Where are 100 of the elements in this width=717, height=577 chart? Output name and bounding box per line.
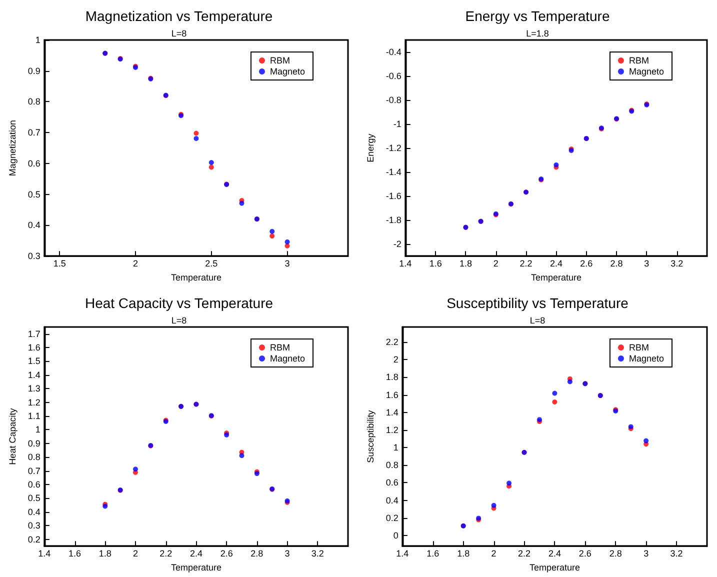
y-tick-label: 0.2 xyxy=(386,512,398,523)
y-tick-label: -1.8 xyxy=(386,215,402,226)
chart-subtitle: L=1.8 xyxy=(526,28,549,38)
x-tick-label: 1.5 xyxy=(53,258,66,269)
y-tick-label: 1.5 xyxy=(28,356,40,366)
y-tick-label: 1.4 xyxy=(386,407,398,418)
legend-label: Magneto xyxy=(270,66,306,76)
y-tick-label: 1.1 xyxy=(28,411,40,422)
y-tick-label: -1 xyxy=(393,119,402,130)
x-axis-title: Temperature xyxy=(170,272,222,282)
y-tick-label: 1.3 xyxy=(28,384,40,394)
y-tick-label: 0.8 xyxy=(28,96,40,107)
x-tick-label: 3 xyxy=(644,548,649,559)
x-tick-label: 2.6 xyxy=(580,258,593,269)
y-tick-label: 0.5 xyxy=(28,493,40,504)
legend-label: RBM xyxy=(270,56,290,66)
y-tick-label: -1.2 xyxy=(386,143,402,154)
chart-title: Energy vs Temperature xyxy=(465,8,610,24)
y-tick-label: -0.6 xyxy=(386,71,402,82)
x-tick-label: 3 xyxy=(284,258,290,269)
y-tick-label: 1 xyxy=(35,424,40,435)
x-tick-label: 2.5 xyxy=(205,258,218,269)
y-tick-label: 1 xyxy=(35,35,40,45)
x-tick-label: 2.4 xyxy=(548,548,561,559)
x-tick-label: 2 xyxy=(132,548,138,559)
x-tick-label: 1.8 xyxy=(457,548,470,559)
chart-subtitle: L=8 xyxy=(171,316,187,326)
y-tick-label: 1.6 xyxy=(386,390,398,400)
x-tick-label: 2 xyxy=(493,258,498,269)
y-tick-label: 0.3 xyxy=(28,251,40,262)
y-tick-label: -1.6 xyxy=(386,191,402,202)
legend-label: Magneto xyxy=(270,354,306,364)
y-tick-label: 1.2 xyxy=(386,424,398,435)
legend-label: RBM xyxy=(270,342,290,352)
y-tick-label: 1.6 xyxy=(28,342,40,353)
y-tick-label: 0.9 xyxy=(28,438,40,448)
x-tick-label: 3.2 xyxy=(670,548,683,559)
x-tick-label: 3.2 xyxy=(311,548,324,559)
chart-subtitle: L=8 xyxy=(171,28,187,38)
x-axis-title: Temperature xyxy=(170,562,222,572)
y-tick-label: 2.2 xyxy=(386,336,398,347)
x-axis-title: Temperature xyxy=(530,272,582,282)
x-tick-label: 1.8 xyxy=(459,258,472,269)
y-tick-label: 0.6 xyxy=(386,478,398,488)
y-axis-title: Energy xyxy=(366,133,376,162)
x-tick-label: 2.2 xyxy=(518,548,531,559)
x-tick-label: 2.6 xyxy=(578,548,592,559)
y-tick-label: 0.4 xyxy=(386,495,398,506)
y-tick-label: 1 xyxy=(393,442,398,453)
y-tick-label: 0.5 xyxy=(28,189,40,200)
y-axis-title: Magnetization xyxy=(8,120,18,176)
x-tick-label: 3 xyxy=(284,548,290,559)
chart-title: Heat Capacity vs Temperature xyxy=(84,295,274,311)
x-tick-label: 2.2 xyxy=(160,548,172,559)
y-tick-label: 1.2 xyxy=(28,397,40,408)
y-tick-label: -2 xyxy=(393,239,402,250)
y-tick-label: 1.4 xyxy=(28,370,40,380)
y-tick-label: 0.8 xyxy=(386,460,398,470)
y-tick-label: 1.8 xyxy=(386,372,398,382)
chart-title: Susceptibility vs Temperature xyxy=(446,295,629,311)
x-tick-label: 1.6 xyxy=(68,548,82,559)
x-tick-label: 2 xyxy=(491,548,496,559)
y-tick-label: 0.7 xyxy=(28,128,40,138)
x-axis-title: Temperature xyxy=(529,562,580,572)
x-tick-label: 2.2 xyxy=(520,258,532,269)
x-tick-label: 2.6 xyxy=(220,548,233,559)
y-tick-label: 0 xyxy=(393,530,398,541)
chart-subtitle: L=8 xyxy=(530,316,546,326)
legend-label: RBM xyxy=(628,342,649,352)
x-tick-label: 2.4 xyxy=(190,548,202,559)
y-tick-label: 0.7 xyxy=(28,466,40,476)
y-tick-label: 2 xyxy=(393,354,398,365)
legend-label: Magneto xyxy=(628,66,664,76)
x-tick-label: 1.6 xyxy=(426,548,440,559)
y-tick-label: -1.4 xyxy=(386,167,402,178)
y-tick-label: 0.6 xyxy=(28,479,40,490)
y-axis-title: Susceptibility xyxy=(366,410,376,463)
x-tick-label: 2.8 xyxy=(609,548,622,559)
y-tick-label: 0.8 xyxy=(28,452,40,462)
legend-label: Magneto xyxy=(628,354,664,364)
y-tick-label: 0.6 xyxy=(28,158,40,168)
x-tick-label: 1.6 xyxy=(429,258,442,269)
legend-label: RBM xyxy=(628,56,649,66)
x-tick-label: 3.2 xyxy=(670,258,684,269)
y-tick-label: 0.4 xyxy=(28,506,40,517)
y-tick-label: 0.2 xyxy=(28,534,40,544)
y-tick-label: -0.8 xyxy=(386,95,402,106)
y-tick-label: 0.3 xyxy=(28,520,40,531)
x-tick-label: 2.8 xyxy=(250,548,264,559)
chart-title: Magnetization vs Temperature xyxy=(85,8,273,24)
x-tick-label: 2 xyxy=(132,258,138,269)
x-tick-label: 1.8 xyxy=(98,548,112,559)
x-tick-label: 3 xyxy=(644,258,650,269)
y-tick-label: -0.4 xyxy=(386,47,402,58)
y-tick-label: 0.4 xyxy=(28,220,40,230)
x-tick-label: 2.4 xyxy=(550,258,562,269)
y-tick-label: 0.9 xyxy=(28,66,40,76)
y-tick-label: 1.7 xyxy=(28,328,40,339)
y-axis-title: Heat Capacity xyxy=(8,408,18,465)
x-tick-label: 2.8 xyxy=(610,258,623,269)
